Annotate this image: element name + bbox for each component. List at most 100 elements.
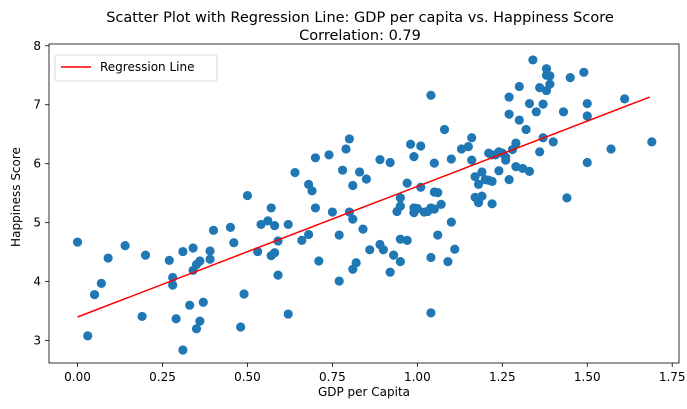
data-point-10 xyxy=(168,280,178,290)
data-point-70 xyxy=(388,250,399,260)
data-point-57 xyxy=(348,180,358,191)
data-point-130 xyxy=(514,81,524,92)
data-point-78 xyxy=(405,139,416,149)
data-point-153 xyxy=(582,98,592,109)
data-point-146 xyxy=(545,71,555,81)
data-point-11 xyxy=(171,314,181,324)
x-tick-label: 0.75 xyxy=(319,370,346,384)
data-point-119 xyxy=(494,166,504,176)
data-point-156 xyxy=(620,94,630,104)
x-tick-label: 0.00 xyxy=(64,370,91,384)
data-point-155 xyxy=(606,144,616,154)
data-point-123 xyxy=(501,152,511,162)
data-point-2 xyxy=(89,290,100,300)
data-point-7 xyxy=(140,250,151,260)
data-point-72 xyxy=(395,201,405,211)
data-point-27 xyxy=(236,322,246,332)
data-point-54 xyxy=(341,144,351,154)
data-point-103 xyxy=(463,142,473,152)
chart-title: Scatter Plot with Regression Line: GDP p… xyxy=(106,10,614,26)
data-point-43 xyxy=(304,229,314,240)
data-point-48 xyxy=(314,256,324,266)
regression-line xyxy=(77,96,651,318)
data-point-137 xyxy=(531,107,541,117)
data-point-22 xyxy=(205,246,215,256)
data-point-126 xyxy=(504,175,514,185)
data-point-138 xyxy=(535,147,545,157)
data-point-131 xyxy=(514,115,524,125)
data-point-0 xyxy=(72,237,83,247)
y-tick-label: 3 xyxy=(33,334,41,348)
data-point-31 xyxy=(256,219,266,230)
data-point-105 xyxy=(467,155,477,165)
data-point-125 xyxy=(504,109,514,119)
data-points xyxy=(72,55,657,355)
data-point-14 xyxy=(185,300,195,310)
data-point-45 xyxy=(307,186,317,196)
x-axis-ticks: 0.00 0.25 0.50 0.75 1.00 1.25 1.50 1.75 xyxy=(64,363,686,384)
data-point-89 xyxy=(426,252,436,263)
legend-box xyxy=(54,54,218,82)
chart-subtitle: Correlation: 0.79 xyxy=(299,28,421,44)
data-point-24 xyxy=(208,225,219,235)
data-point-95 xyxy=(433,230,443,240)
data-point-88 xyxy=(426,90,436,100)
data-point-28 xyxy=(239,289,249,299)
data-point-19 xyxy=(195,256,205,266)
data-point-23 xyxy=(205,254,215,264)
regression-line-group xyxy=(77,96,651,318)
data-point-58 xyxy=(348,214,358,224)
data-point-60 xyxy=(351,258,361,268)
data-point-66 xyxy=(375,154,385,165)
data-point-157 xyxy=(647,137,657,147)
data-point-67 xyxy=(378,245,388,255)
data-point-4 xyxy=(103,253,113,263)
data-point-15 xyxy=(188,243,198,253)
x-tick-label: 0.25 xyxy=(149,370,176,384)
data-point-33 xyxy=(266,203,276,213)
data-point-136 xyxy=(528,55,538,65)
data-point-37 xyxy=(273,270,283,280)
data-point-26 xyxy=(229,238,239,248)
data-point-50 xyxy=(327,207,337,217)
data-point-143 xyxy=(541,64,552,74)
data-point-92 xyxy=(429,204,439,214)
y-axis-label: Happiness Score xyxy=(9,147,23,247)
data-point-75 xyxy=(395,234,405,244)
data-point-77 xyxy=(402,178,412,188)
data-point-36 xyxy=(270,221,280,231)
data-point-97 xyxy=(439,124,450,135)
data-point-154 xyxy=(582,111,592,121)
data-point-12 xyxy=(178,246,188,257)
data-point-101 xyxy=(450,244,460,254)
data-point-110 xyxy=(477,191,487,201)
data-point-147 xyxy=(548,137,558,147)
data-point-84 xyxy=(416,141,426,151)
data-point-1 xyxy=(83,331,93,341)
data-point-80 xyxy=(409,152,419,162)
data-point-20 xyxy=(195,316,205,326)
data-point-49 xyxy=(324,150,334,160)
data-point-90 xyxy=(426,308,436,318)
data-point-63 xyxy=(361,174,371,184)
data-point-135 xyxy=(524,166,535,176)
data-point-152 xyxy=(582,157,592,168)
legend-regression-label: Regression Line xyxy=(100,60,194,74)
x-tick-label: 0.50 xyxy=(234,370,261,384)
data-point-99 xyxy=(446,154,456,164)
data-point-32 xyxy=(263,216,273,226)
y-tick-label: 5 xyxy=(33,216,41,230)
data-point-39 xyxy=(283,309,293,319)
data-point-108 xyxy=(473,179,484,189)
data-point-68 xyxy=(385,157,395,168)
data-point-6 xyxy=(137,311,147,322)
data-point-145 xyxy=(545,79,555,89)
data-point-42 xyxy=(297,235,307,245)
legend: Regression Line xyxy=(54,54,218,82)
data-point-124 xyxy=(504,92,514,102)
data-point-69 xyxy=(385,267,395,277)
data-point-64 xyxy=(365,245,375,255)
data-point-55 xyxy=(344,134,354,144)
data-point-29 xyxy=(242,190,253,201)
